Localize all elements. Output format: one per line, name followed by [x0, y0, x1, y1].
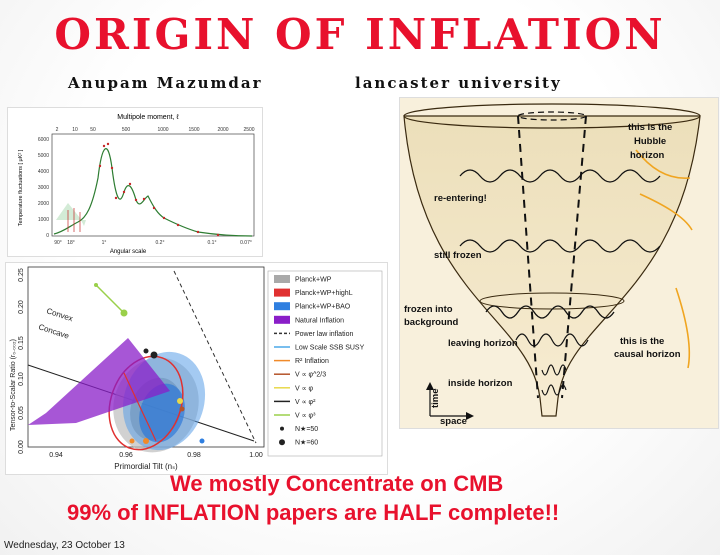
frozen-background-label: frozen into [404, 304, 453, 315]
time-axis-label: time [430, 388, 441, 408]
top-tick: 10 [72, 127, 78, 133]
x-tick: 1° [102, 240, 107, 246]
cmb-x-label: Angular scale [110, 249, 147, 255]
hubble-label: Hubble [634, 136, 666, 147]
y-tick: 5000 [38, 153, 49, 159]
legend-label: N★=60 [295, 439, 318, 447]
legend-label: Planck+WP+highL [295, 290, 353, 297]
x-tick: 0.07° [240, 240, 252, 246]
legend-label: V ∝ φ³ [295, 413, 316, 420]
affiliation: lancaster university [355, 74, 562, 92]
y-tick: 3000 [38, 185, 49, 191]
top-tick: 2000 [217, 127, 228, 133]
hubble-label: horizon [630, 150, 664, 161]
y-tick: 0 [46, 233, 49, 239]
causal-horizon-label: this is the [620, 336, 664, 347]
slide-title: ORIGIN OF INFLATION [54, 10, 666, 59]
cmb-power-spectrum-figure: Multipole moment, ℓ 2 10 50 500 1000 150… [7, 107, 263, 257]
inside-horizon-label: inside horizon [448, 378, 513, 389]
y-tick: 0.10 [18, 372, 25, 386]
still-frozen-label: still frozen [434, 250, 482, 261]
legend: Planck+WP Planck+WP+highL Planck+WP+BAO Nat… [274, 275, 365, 447]
horizon-cartoon: this is the Hubble horizon re-entering! … [399, 97, 719, 429]
top-tick: 1000 [157, 127, 168, 133]
y-tick: 0.25 [18, 268, 25, 282]
y-tick: 2000 [38, 201, 49, 207]
y-tick: 0.15 [18, 336, 25, 350]
top-tick: 1500 [188, 127, 199, 133]
message-line-1: We mostly Concentrate on CMB [170, 471, 504, 496]
y-tick: 0.05 [18, 406, 25, 420]
x-tick: 90° [54, 240, 62, 246]
top-tick: 2500 [243, 127, 254, 133]
xlabel-tilt: Primordial Tilt (nₛ) [114, 462, 178, 471]
y-tick: 1000 [38, 217, 49, 223]
legend-label: Low Scale SSB SUSY [295, 345, 365, 352]
x-tick: 18° [67, 240, 75, 246]
legend-label: N★=50 [295, 425, 318, 433]
x-tick: 0.94 [49, 452, 63, 459]
top-tick: 500 [122, 127, 131, 133]
legend-label: V ∝ φ [295, 385, 314, 392]
message-line-2: 99% of INFLATION papers are HALF complet… [67, 500, 560, 525]
x-tick: 1.00 [249, 452, 263, 459]
legend-marker [274, 275, 290, 283]
x-tick: 0.1° [208, 240, 217, 246]
hubble-label: this is the [628, 122, 672, 133]
multipole-axis-label: Multipole moment, ℓ [117, 114, 179, 121]
x-tick: 0.96 [119, 452, 133, 459]
space-axis-label: space [440, 416, 467, 427]
y-tick: 6000 [38, 137, 49, 143]
legend-marker [280, 426, 284, 431]
natural-inflation-region [28, 338, 170, 425]
leaving-horizon-label: leaving horizon [448, 338, 518, 349]
top-tick: 2 [56, 127, 59, 133]
legend-label: V ∝ φ^2/3 [295, 372, 326, 379]
legend-label: Planck+WP+BAO [295, 304, 351, 311]
legend-label: V ∝ φ² [295, 399, 316, 406]
x-tick: 0.98 [187, 452, 201, 459]
causal-horizon-label: causal horizon [614, 349, 681, 360]
ns-r-constraint-figure: Convex Concave Tensor-to-Scalar Ratio (r… [5, 262, 388, 475]
x-tick: 0.2° [156, 240, 165, 246]
legend-label: Natural Inflation [295, 317, 344, 324]
y-tick: 4000 [38, 169, 49, 175]
y-tick: 0.00 [18, 440, 25, 454]
legend-label: R² Inflation [295, 358, 329, 365]
ylabel-tilt: Tensor-to-Scalar Ratio (r₀.₀₀₂) [10, 339, 17, 431]
legend-marker [274, 302, 290, 311]
legend-label: Power law inflation [295, 331, 353, 338]
reentering-label: re-entering! [434, 193, 487, 204]
legend-marker [274, 288, 290, 297]
top-tick: 50 [90, 127, 96, 133]
footer-date: Wednesday, 23 October 13 [4, 540, 125, 551]
legend-label: Planck+WP [295, 277, 332, 284]
cmb-y-label: Temperature fluctuations [ μK² ] [18, 149, 24, 226]
frozen-background-label: background [404, 317, 459, 328]
legend-marker [279, 439, 285, 446]
legend-marker [274, 315, 290, 324]
legend-box [267, 270, 383, 457]
author-name: Anupam Mazumdar [68, 74, 263, 92]
y-tick: 0.20 [18, 300, 25, 314]
